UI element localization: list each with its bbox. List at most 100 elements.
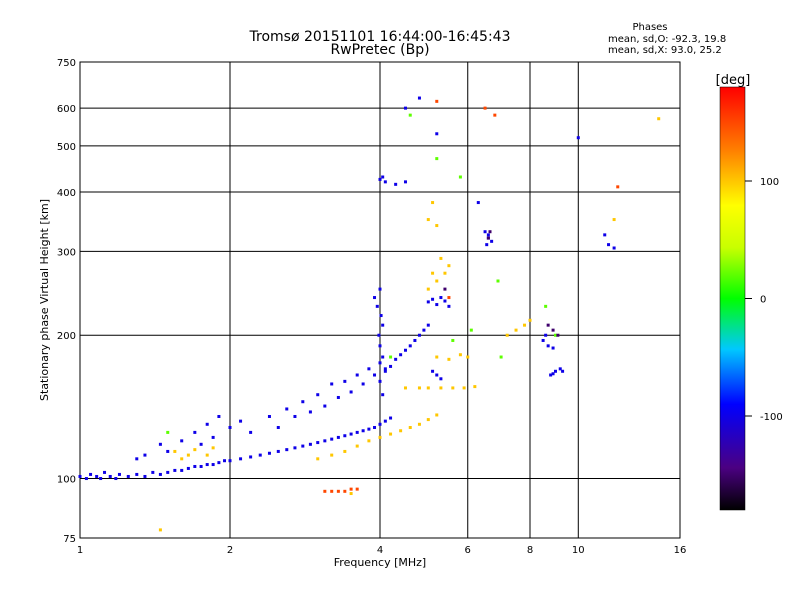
data-point: [389, 355, 393, 359]
data-point: [493, 113, 497, 117]
data-point: [228, 425, 232, 429]
data-point: [403, 348, 407, 352]
data-point: [413, 338, 417, 342]
data-point: [135, 472, 139, 476]
data-point: [447, 264, 451, 268]
data-point: [158, 472, 162, 476]
data-point: [186, 466, 190, 470]
data-point: [205, 463, 209, 467]
data-point: [399, 429, 403, 433]
data-point: [330, 382, 334, 386]
data-point: [343, 379, 347, 383]
data-point: [378, 435, 382, 439]
data-point: [211, 446, 215, 450]
data-point: [549, 373, 553, 377]
data-point: [349, 432, 353, 436]
data-point: [499, 355, 503, 359]
axis-ticks: 1 2 4 6 8 10 16 75 100 200 300 400 500 600 750: [57, 58, 686, 556]
data-point: [394, 357, 398, 361]
data-point: [417, 422, 421, 426]
data-point: [166, 430, 170, 434]
x-tick-label: 8: [527, 545, 533, 556]
x-axis-label: Frequency [MHz]: [334, 556, 426, 569]
x-tick-label: 4: [377, 545, 383, 556]
data-point: [276, 449, 280, 453]
data-point: [378, 379, 382, 383]
data-point: [361, 382, 365, 386]
data-point: [323, 489, 327, 493]
colorbar-tick-label: 0: [760, 295, 766, 306]
data-point: [239, 457, 243, 461]
data-point: [316, 441, 320, 445]
data-point: [447, 357, 451, 361]
data-point: [616, 185, 620, 189]
data-point: [336, 395, 340, 399]
data-point: [612, 218, 616, 222]
data-point: [193, 448, 197, 452]
data-point: [417, 96, 421, 100]
data-point: [166, 449, 170, 453]
data-point: [435, 373, 439, 377]
y-tick-label: 300: [57, 247, 76, 258]
data-point: [293, 414, 297, 418]
data-point: [349, 492, 353, 496]
data-point: [417, 333, 421, 337]
data-point: [426, 218, 430, 222]
data-point: [355, 430, 359, 434]
data-point: [553, 369, 557, 373]
data-point: [211, 435, 215, 439]
data-point: [439, 377, 443, 381]
data-point: [490, 239, 494, 243]
data-point: [443, 287, 447, 291]
data-point: [375, 304, 379, 308]
data-point: [435, 303, 439, 307]
data-point: [143, 474, 147, 478]
data-point: [556, 333, 560, 337]
data-point: [431, 369, 435, 373]
data-point: [158, 442, 162, 446]
data-point: [443, 271, 447, 275]
data-point: [476, 201, 480, 205]
data-point: [151, 470, 155, 474]
data-point: [383, 180, 387, 184]
data-point: [523, 323, 527, 327]
data-point: [607, 243, 611, 247]
x-tick-label: 6: [465, 545, 471, 556]
data-point: [603, 233, 607, 237]
data-point: [458, 353, 462, 357]
data-point: [355, 487, 359, 491]
data-point: [205, 422, 209, 426]
y-tick-label: 200: [57, 331, 76, 342]
data-point: [249, 455, 253, 459]
y-tick-label: 500: [57, 142, 76, 153]
stats-line-x: mean, sd,X: 93.0, 25.2: [608, 45, 722, 56]
data-point: [435, 132, 439, 136]
data-point: [379, 314, 383, 318]
data-point: [389, 416, 393, 420]
data-point: [447, 296, 451, 300]
data-point: [435, 355, 439, 359]
data-point: [223, 459, 227, 463]
colorbar: [719, 86, 746, 511]
data-point: [108, 474, 112, 478]
data-point: [301, 444, 305, 448]
stats-heading: Phases: [632, 22, 667, 33]
data-point: [308, 410, 312, 414]
data-point: [211, 463, 215, 467]
data-point: [443, 299, 447, 303]
data-point: [431, 271, 435, 275]
data-point: [285, 407, 289, 411]
data-point: [435, 99, 439, 103]
data-point: [561, 369, 565, 373]
data-point: [408, 425, 412, 429]
data-point: [378, 422, 382, 426]
data-point: [551, 346, 555, 350]
data-point: [301, 400, 305, 404]
data-point: [135, 457, 139, 461]
data-point: [483, 230, 487, 234]
data-point: [657, 117, 661, 121]
data-point: [435, 413, 439, 417]
data-point: [505, 333, 509, 337]
x-tick-label: 10: [572, 545, 585, 556]
data-point: [378, 361, 382, 365]
